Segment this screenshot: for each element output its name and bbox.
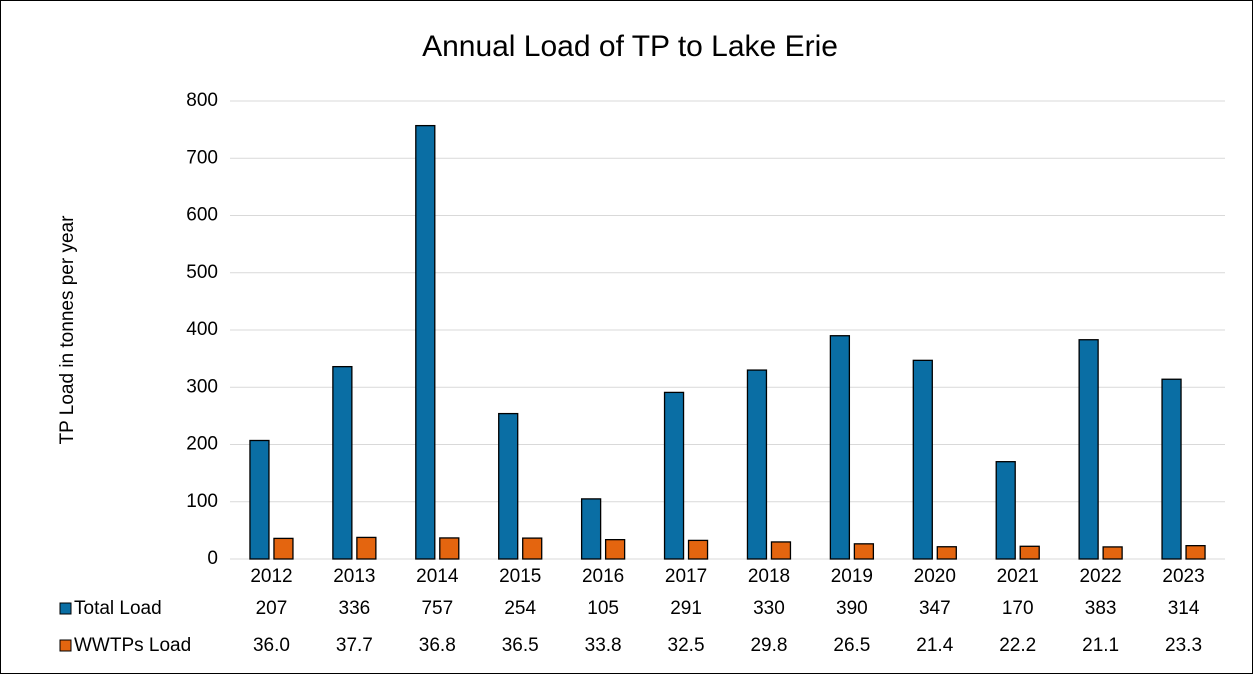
legend-label: Total Load bbox=[74, 598, 162, 619]
y-tick-label: 200 bbox=[186, 434, 218, 455]
x-tick-label: 2014 bbox=[416, 566, 459, 587]
table-cell: 26.5 bbox=[833, 635, 870, 656]
bar bbox=[995, 461, 1016, 560]
x-tick-label: 2012 bbox=[250, 566, 292, 587]
table-cell: 36.5 bbox=[502, 635, 539, 656]
table-cell: 33.8 bbox=[585, 635, 622, 656]
bar bbox=[580, 498, 602, 560]
y-tick-label: 0 bbox=[207, 548, 218, 569]
bar bbox=[1102, 546, 1123, 560]
y-tick-label: 600 bbox=[186, 205, 218, 226]
legend-key bbox=[59, 602, 72, 615]
chart-title: Annual Load of TP to Lake Erie bbox=[422, 30, 838, 63]
bar bbox=[663, 391, 685, 560]
bar bbox=[829, 335, 851, 560]
table-cell: 21.4 bbox=[916, 635, 953, 656]
x-tick-label: 2013 bbox=[333, 566, 375, 587]
bar bbox=[522, 537, 543, 560]
table-cell: 23.3 bbox=[1165, 635, 1202, 656]
bar bbox=[1078, 339, 1099, 560]
y-tick-label: 700 bbox=[186, 147, 218, 168]
y-axis-label: TP Load in tonnes per year bbox=[57, 215, 78, 445]
table-cell: 254 bbox=[504, 598, 536, 619]
bar bbox=[332, 365, 353, 560]
bar bbox=[936, 546, 957, 560]
bar bbox=[1161, 378, 1182, 560]
bar bbox=[746, 369, 768, 560]
table-cell: 390 bbox=[836, 598, 868, 619]
bar bbox=[1185, 545, 1206, 560]
x-tick-label: 2022 bbox=[1079, 566, 1121, 587]
bar bbox=[273, 537, 294, 560]
table-cell: 314 bbox=[1168, 598, 1200, 619]
table-cell: 207 bbox=[256, 598, 288, 619]
x-tick-label: 2021 bbox=[997, 566, 1039, 587]
table-cell: 336 bbox=[339, 598, 371, 619]
y-tick-label: 300 bbox=[186, 376, 218, 397]
bar bbox=[912, 359, 933, 560]
y-tick-label: 100 bbox=[186, 491, 218, 512]
table-cell: 330 bbox=[753, 598, 785, 619]
y-tick-label: 800 bbox=[186, 90, 218, 111]
bar bbox=[498, 412, 519, 560]
table-cell: 22.2 bbox=[999, 635, 1036, 656]
x-tick-label: 2016 bbox=[582, 566, 624, 587]
x-tick-label: 2018 bbox=[748, 566, 790, 587]
table-cell: 36.0 bbox=[253, 635, 290, 656]
bar bbox=[249, 439, 270, 560]
bar bbox=[415, 124, 436, 560]
y-tick-label: 400 bbox=[186, 319, 218, 340]
bar bbox=[439, 537, 460, 560]
y-tick-label: 500 bbox=[186, 262, 218, 283]
bar bbox=[853, 543, 875, 560]
bar bbox=[687, 539, 709, 560]
table-cell: 37.7 bbox=[336, 635, 373, 656]
table-cell: 21.1 bbox=[1082, 635, 1119, 656]
bar bbox=[770, 541, 792, 560]
table-cell: 170 bbox=[1002, 598, 1034, 619]
table-cell: 29.8 bbox=[750, 635, 787, 656]
x-tick-label: 2015 bbox=[499, 566, 541, 587]
bar bbox=[1019, 545, 1040, 560]
legend-key bbox=[59, 639, 72, 652]
table-cell: 291 bbox=[670, 598, 702, 619]
x-tick-label: 2019 bbox=[831, 566, 873, 587]
table-cell: 32.5 bbox=[668, 635, 705, 656]
x-tick-label: 2020 bbox=[914, 566, 956, 587]
table-cell: 347 bbox=[919, 598, 951, 619]
x-tick-label: 2017 bbox=[665, 566, 707, 587]
table-cell: 36.8 bbox=[419, 635, 456, 656]
legend-label: WWTPs Load bbox=[74, 635, 191, 656]
table-cell: 105 bbox=[587, 598, 619, 619]
bar bbox=[356, 536, 377, 560]
table-cell: 383 bbox=[1085, 598, 1117, 619]
bar bbox=[604, 538, 626, 560]
x-tick-label: 2023 bbox=[1162, 566, 1204, 587]
table-cell: 757 bbox=[421, 598, 453, 619]
